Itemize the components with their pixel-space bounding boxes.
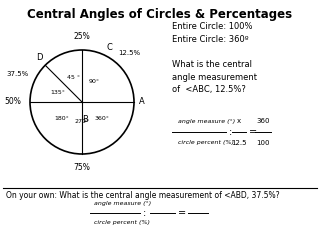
Text: circle percent (%): circle percent (%) (178, 140, 234, 145)
Text: 75%: 75% (74, 163, 91, 172)
Text: =: = (249, 127, 257, 137)
Text: 135°: 135° (51, 90, 65, 95)
Text: 360: 360 (256, 118, 270, 124)
Text: circle percent (%): circle percent (%) (94, 220, 150, 225)
Text: On your own: What is the central angle measurement of <ABD, 37.5%?: On your own: What is the central angle m… (6, 191, 280, 200)
Text: 50%: 50% (4, 97, 21, 107)
Text: =: = (178, 208, 186, 218)
Text: Entire Circle: 360º: Entire Circle: 360º (172, 35, 249, 44)
Text: 25%: 25% (74, 32, 90, 41)
Text: Entire Circle: 100%: Entire Circle: 100% (172, 22, 252, 31)
Text: angle measure (°): angle measure (°) (94, 201, 151, 206)
Text: 12.5%: 12.5% (118, 50, 140, 56)
Text: D: D (36, 53, 42, 62)
Text: x: x (237, 118, 241, 124)
Text: 360°: 360° (94, 116, 109, 121)
Text: 100: 100 (256, 140, 270, 146)
Text: 180°: 180° (54, 115, 69, 120)
Text: What is the central
angle measurement
of  <ABC, 12.5%?: What is the central angle measurement of… (172, 60, 257, 94)
Text: 12.5: 12.5 (231, 140, 247, 146)
Text: angle measure (°): angle measure (°) (178, 119, 235, 124)
Text: 270°: 270° (75, 119, 90, 124)
Text: Central Angles of Circles & Percentages: Central Angles of Circles & Percentages (28, 8, 292, 21)
Text: A: A (139, 97, 145, 107)
Text: B: B (82, 115, 88, 124)
Text: 45 °: 45 ° (67, 75, 80, 80)
Text: :: : (229, 127, 232, 137)
Text: C: C (107, 43, 113, 52)
Text: 90°: 90° (88, 79, 99, 84)
Text: :: : (143, 208, 146, 218)
Text: 37.5%: 37.5% (7, 71, 29, 77)
